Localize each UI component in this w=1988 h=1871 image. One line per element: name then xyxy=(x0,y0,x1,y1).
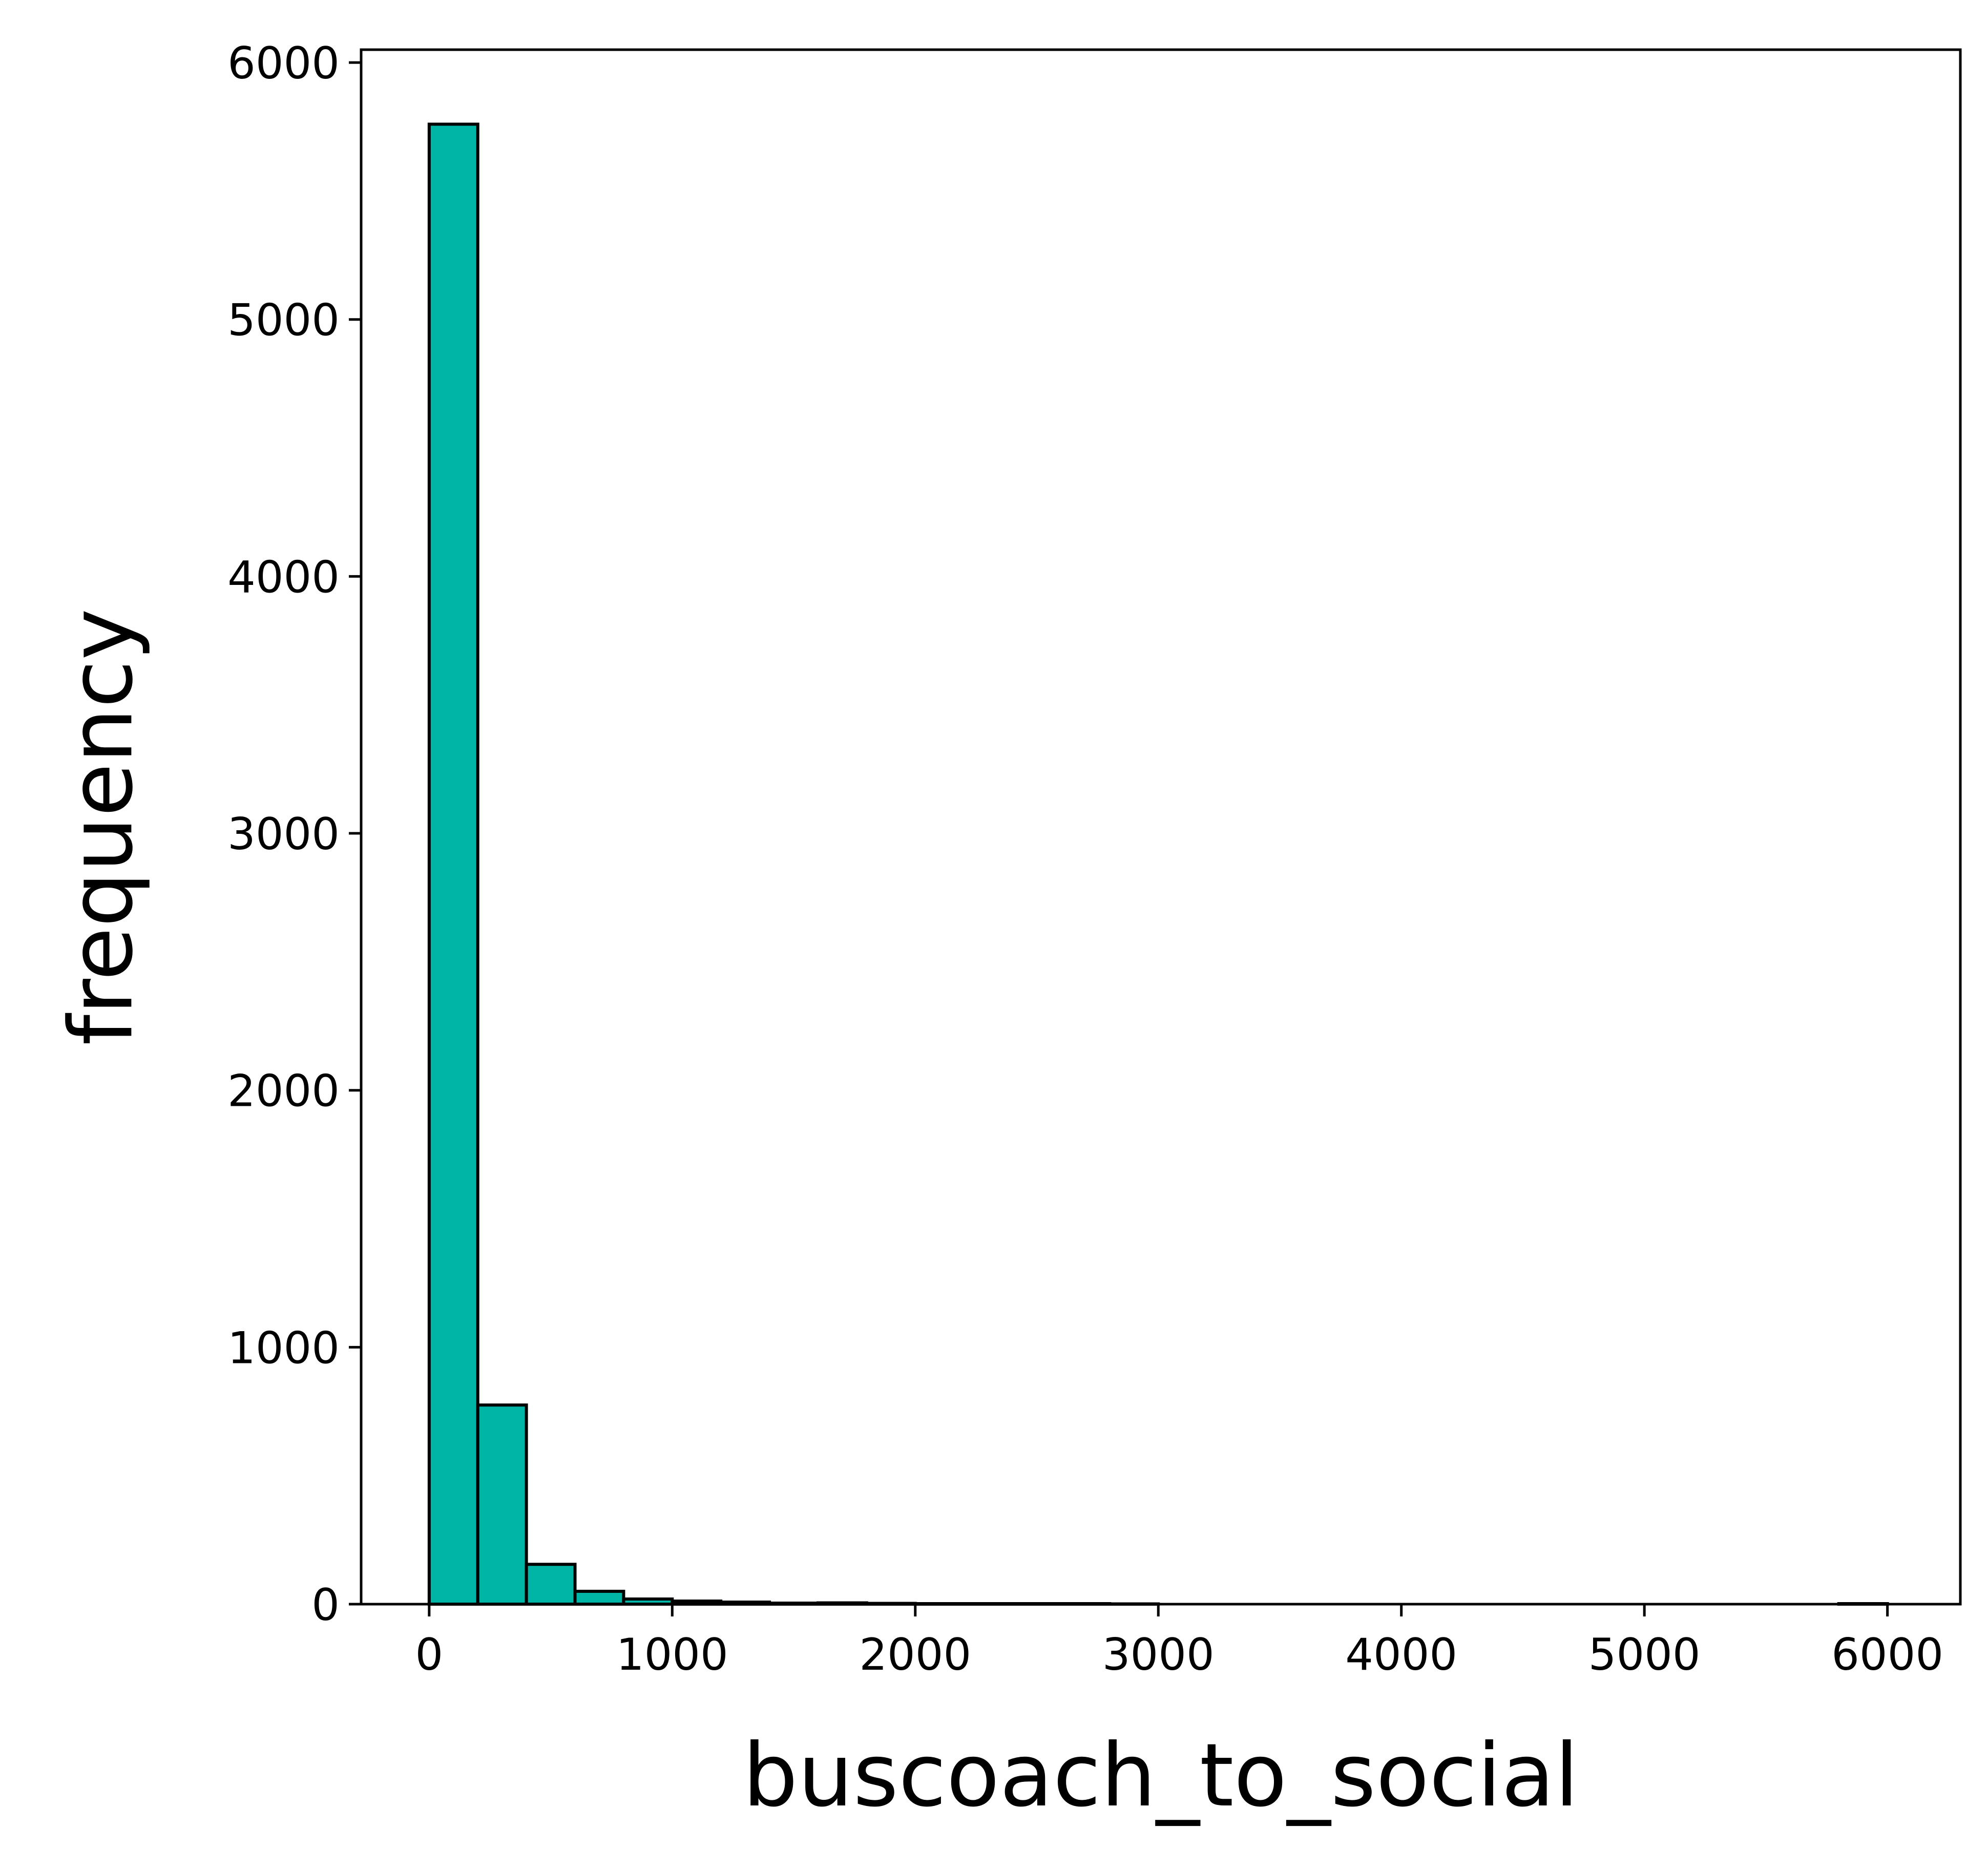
x-tick-label-3: 3000 xyxy=(1102,1629,1215,1680)
y-tick-label-0: 0 xyxy=(311,1580,340,1631)
y-tick-label-1: 1000 xyxy=(227,1322,340,1374)
plot-frame xyxy=(360,48,1962,1606)
histogram-bar-0 xyxy=(427,122,479,1606)
x-tick-label-0: 0 xyxy=(415,1629,443,1680)
x-tick-label-4: 4000 xyxy=(1345,1629,1457,1680)
y-axis-title: frequency xyxy=(51,608,152,1045)
x-axis-ticks: 0 1000 2000 3000 4000 5000 6000 xyxy=(415,1604,1943,1680)
histogram-bar-3 xyxy=(573,1589,625,1606)
y-tick-label-4: 4000 xyxy=(227,552,340,603)
y-tick-label-6: 6000 xyxy=(227,38,340,89)
histogram-bar-1 xyxy=(476,1403,528,1606)
histogram-bar-2 xyxy=(525,1563,577,1606)
y-tick-label-3: 3000 xyxy=(227,809,340,860)
y-tick-label-2: 2000 xyxy=(227,1066,340,1117)
y-axis-ticks: 0 1000 2000 3000 4000 5000 6000 xyxy=(227,38,361,1631)
x-tick-label-2: 2000 xyxy=(859,1629,971,1680)
x-axis-title: buscoach_to_social xyxy=(743,1725,1579,1826)
x-tick-label-1: 1000 xyxy=(616,1629,728,1680)
y-tick-label-5: 5000 xyxy=(227,295,340,346)
x-tick-label-5: 5000 xyxy=(1588,1629,1701,1680)
x-tick-label-6: 6000 xyxy=(1831,1629,1943,1680)
